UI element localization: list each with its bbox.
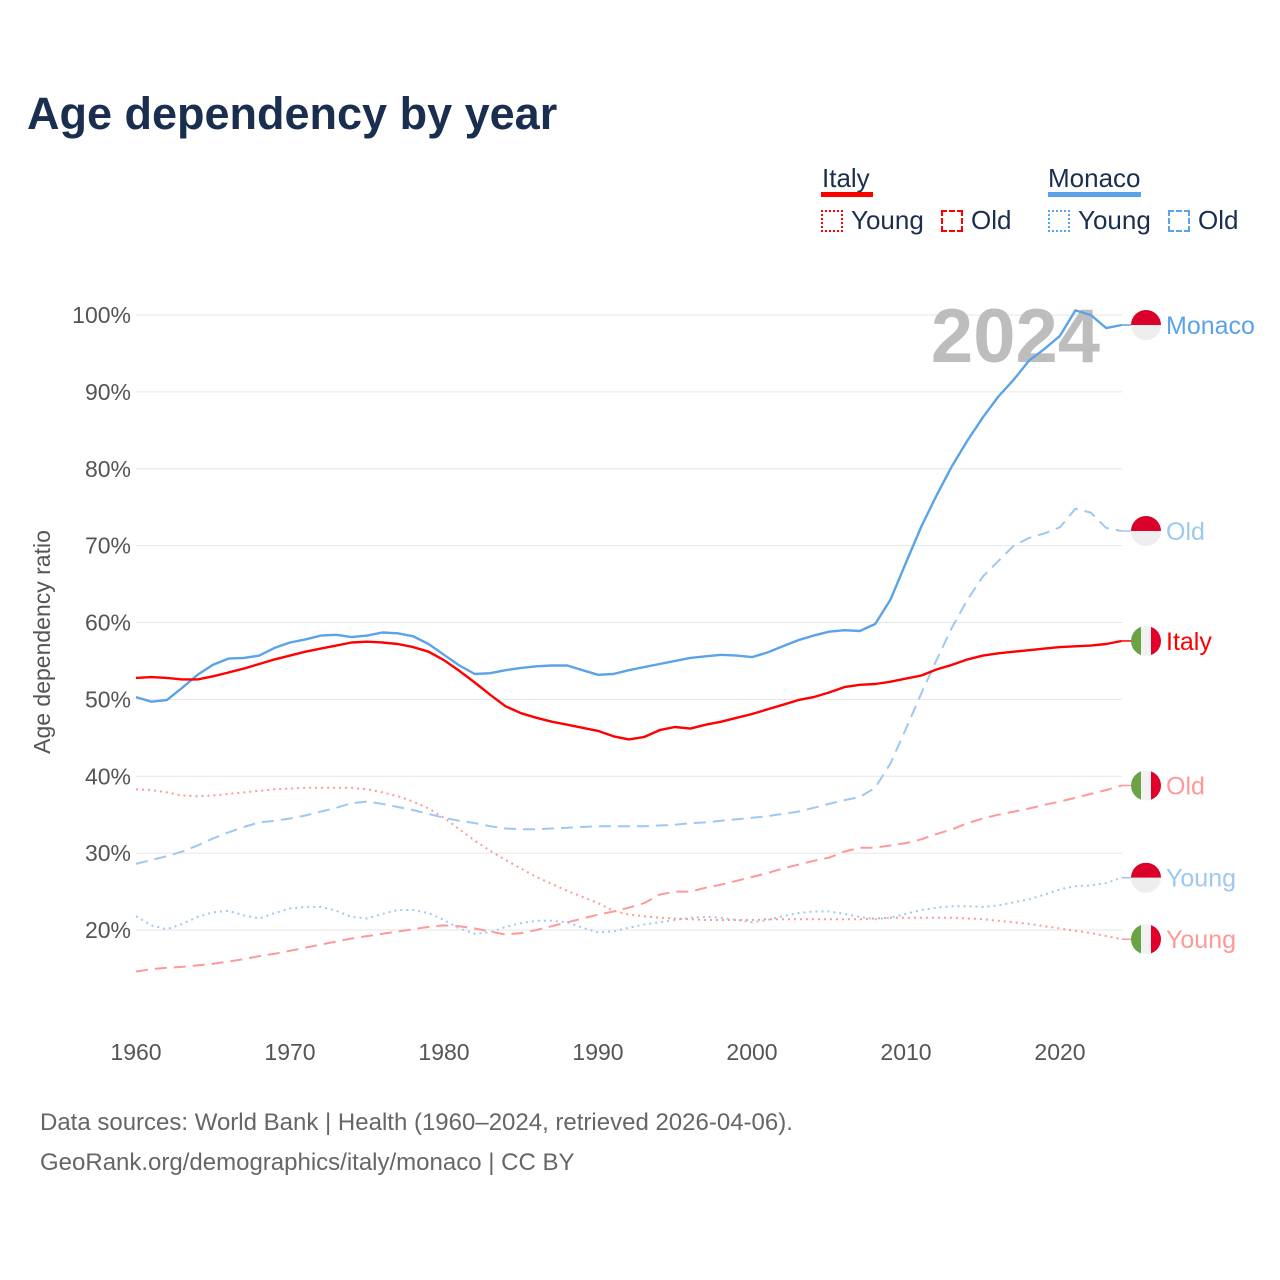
end-label: Monaco [1166, 312, 1255, 340]
x-tick-label: 1980 [418, 1039, 469, 1065]
y-tick-label: 50% [85, 686, 131, 712]
end-label: Young [1166, 926, 1236, 954]
dashed-line-icon [941, 209, 963, 232]
italy-flag-icon [1131, 770, 1161, 801]
series-line-italy-old [135, 784, 1122, 973]
legend-monaco-old[interactable]: Old [1168, 205, 1238, 236]
x-tick-label: 2000 [726, 1039, 777, 1065]
y-tick-label: 100% [72, 302, 131, 328]
dashed-line-icon [1168, 209, 1190, 232]
legend-monaco-heading[interactable]: Monaco [1048, 163, 1141, 193]
y-tick-label: 70% [85, 533, 131, 559]
dotted-line-icon [1048, 209, 1070, 232]
end-label: Old [1166, 518, 1205, 546]
legend-label: Young [851, 205, 924, 235]
end-label: Italy [1166, 628, 1212, 656]
monaco-flag-icon [1131, 309, 1161, 340]
legend-italy-swatch [821, 192, 873, 197]
series-line-italy [135, 639, 1122, 741]
legend-label: Old [971, 205, 1012, 235]
series-line-monaco-old [135, 507, 1122, 865]
series-line-monaco-young [135, 876, 1122, 935]
legend-monaco-young[interactable]: Young [1048, 205, 1151, 236]
end-label: Young [1166, 865, 1236, 893]
dotted-line-icon [821, 209, 843, 232]
x-tick-label: 2010 [880, 1039, 931, 1065]
legend-italy-old[interactable]: Old [941, 205, 1011, 236]
legend-italy-young[interactable]: Young [821, 205, 924, 236]
legend-label: Young [1078, 205, 1151, 235]
y-tick-label: 60% [85, 610, 131, 636]
y-tick-label: 90% [85, 379, 131, 405]
y-tick-label: 20% [85, 917, 131, 943]
y-tick-label: 80% [85, 456, 131, 482]
x-tick-label: 1970 [264, 1039, 315, 1065]
footer-sources: Data sources: World Bank | Health (1960–… [40, 1109, 793, 1136]
y-tick-label: 30% [85, 840, 131, 866]
y-axis-label: Age dependency ratio [29, 530, 55, 754]
italy-flag-icon [1131, 625, 1161, 656]
monaco-flag-icon [1131, 516, 1161, 547]
italy-flag-icon [1131, 924, 1161, 955]
legend-italy-heading[interactable]: Italy [822, 163, 870, 193]
x-tick-label: 2020 [1034, 1039, 1085, 1065]
monaco-flag-icon [1131, 862, 1161, 893]
y-tick-label: 40% [85, 763, 131, 789]
chart-title: Age dependency by year [27, 88, 558, 139]
x-tick-label: 1960 [110, 1039, 161, 1065]
legend-label: Old [1198, 205, 1239, 235]
footer-link[interactable]: GeoRank.org/demographics/italy/monaco | … [40, 1149, 575, 1176]
x-tick-label: 1990 [572, 1039, 623, 1065]
year-overlay: 2024 [931, 294, 1100, 379]
end-label: Old [1166, 772, 1205, 800]
series-line-italy-young [135, 786, 1122, 941]
series-line-monaco [135, 309, 1122, 703]
legend-monaco-swatch [1048, 192, 1141, 197]
